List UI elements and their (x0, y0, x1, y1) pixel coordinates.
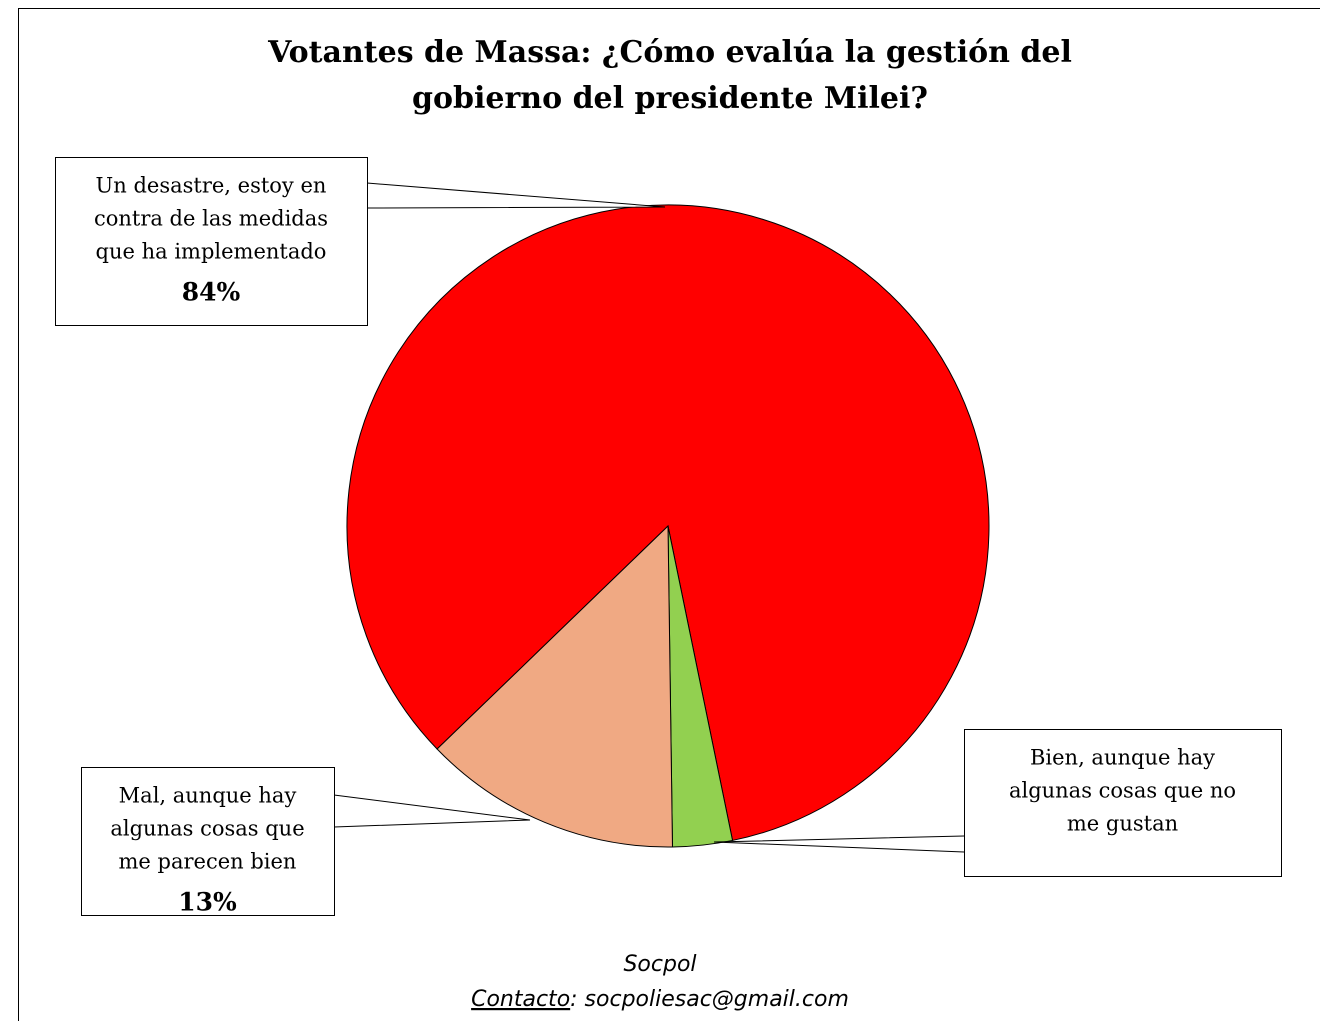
pie-slice (436, 524, 673, 848)
category-label: Mal, aunque hay (119, 784, 297, 808)
label-box (81, 767, 335, 916)
category-label: Bien, aunque hay (1030, 746, 1215, 770)
pie (346, 204, 990, 848)
label-box (964, 729, 1282, 877)
labels: Un desastre, estoy en contra de las medid… (55, 157, 1282, 917)
pie-slice (346, 204, 990, 842)
category-label: algunas cosas que no (1009, 779, 1236, 803)
chart-title: Votantes de Massa: ¿Cómo evalúa la gesti… (267, 35, 1072, 70)
contact-label: Contacto (471, 987, 570, 1012)
category-label: algunas cosas que (110, 817, 304, 841)
leader-line (333, 794, 531, 828)
label-box (55, 157, 368, 326)
value-label: 13% (178, 888, 237, 917)
leader-line (366, 182, 666, 209)
category-label: que ha implementado (96, 240, 327, 264)
value-label: 84% (182, 278, 241, 307)
contact-text: : socpoliesac@gmail.com (570, 987, 849, 1012)
leader-line (713, 835, 965, 853)
category-label: contra de las medidas (94, 207, 328, 231)
source: Socpol (623, 952, 696, 977)
category-label: me parecen bien (119, 850, 297, 874)
contact: Contacto: socpoliesac@gmail.com (471, 987, 849, 1012)
chart-title: gobierno del presidente Milei? (412, 81, 928, 116)
category-label: Un desastre, estoy en (96, 174, 327, 198)
category-label: me gustan (1067, 812, 1178, 836)
